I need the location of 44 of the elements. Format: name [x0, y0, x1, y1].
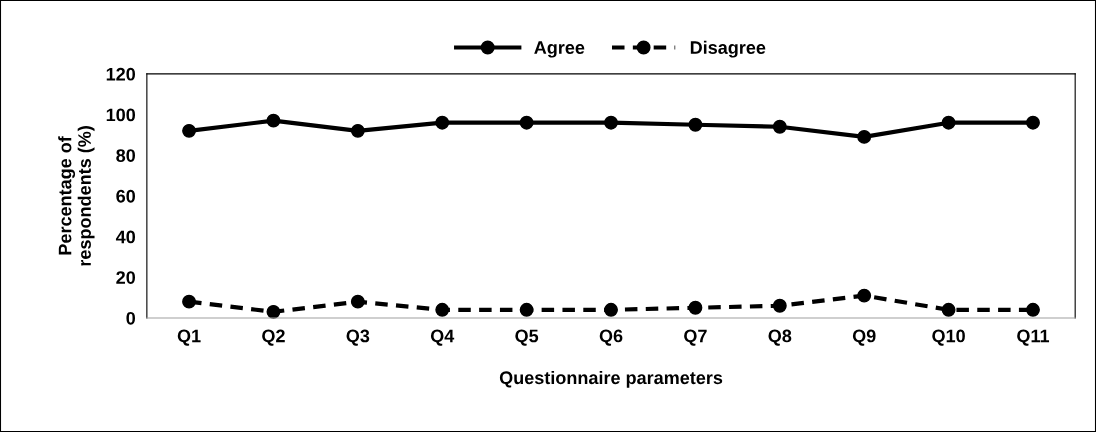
x-tick-label: Q4: [430, 329, 455, 346]
x-tick-label: Q11: [1017, 329, 1050, 346]
point: [350, 294, 365, 309]
point: [519, 115, 534, 130]
point: [350, 123, 365, 138]
x-tick-label: Q8: [768, 329, 792, 346]
point: [688, 117, 703, 132]
point: [1026, 115, 1040, 130]
point: [266, 304, 281, 319]
y-axis-title: Percentage of respondents (%): [58, 126, 95, 266]
point: [182, 294, 197, 309]
x-tick-label: Q9: [852, 329, 876, 346]
point: [857, 288, 872, 303]
point: [266, 113, 281, 128]
x-tick-label: Q6: [599, 329, 623, 346]
y-tick-label: 120: [106, 67, 136, 81]
x-tick-label: Q10: [932, 329, 965, 346]
legend-label: Agree: [534, 41, 585, 58]
x-tick-label: Q3: [346, 329, 370, 346]
point: [772, 119, 787, 134]
point: [519, 302, 534, 317]
point: [688, 300, 703, 315]
point: [857, 129, 872, 144]
point: [604, 115, 618, 130]
point: [941, 302, 956, 317]
point: [941, 115, 956, 130]
legend-label: Disagree: [690, 40, 766, 58]
point: [1026, 302, 1040, 317]
x-tick-label: Q7: [684, 329, 707, 346]
x-tick-label: Q2: [262, 329, 285, 346]
y-tick-label: 20: [116, 271, 136, 284]
point: [772, 298, 787, 313]
x-axis-title: Questionnaire parameters: [499, 370, 723, 388]
y-tick-label: 60: [116, 189, 136, 203]
y-tick-label: 100: [106, 108, 136, 122]
x-tick-label: Q1: [177, 329, 201, 346]
y-tick-label: 40: [115, 230, 136, 244]
point: [435, 302, 450, 317]
point: [182, 123, 197, 138]
y-tick-label: 0: [126, 311, 136, 325]
point: [435, 115, 450, 130]
point: [604, 302, 618, 317]
y-tick-label: 80: [116, 149, 136, 162]
x-tick-label: Q5: [515, 329, 539, 346]
